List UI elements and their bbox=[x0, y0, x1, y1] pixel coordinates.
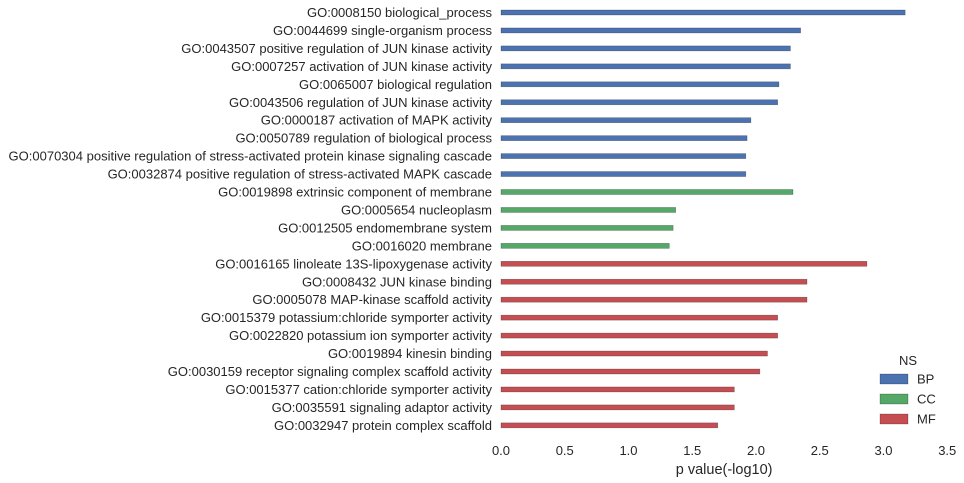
bar-cc bbox=[500, 243, 670, 249]
category-label: GO:0015377 cation:chloride symporter act… bbox=[225, 382, 492, 397]
category-label: GO:0000187 activation of MAPK activity bbox=[261, 113, 493, 128]
bar-bp bbox=[500, 135, 748, 141]
category-label: GO:0030159 receptor signaling complex sc… bbox=[168, 364, 493, 379]
x-tick-label: 3.0 bbox=[874, 443, 892, 458]
bar-mf bbox=[500, 350, 768, 357]
category-labels: GO:0008150 biological_process GO:0044699 … bbox=[9, 5, 493, 433]
category-label: GO:0019894 kinesin binding bbox=[328, 346, 492, 361]
bar-cc bbox=[500, 207, 676, 213]
category-label: GO:0032874 positive regulation of stress… bbox=[108, 167, 492, 182]
category-label: GO:0015379 potassium:chloride symporter … bbox=[201, 310, 493, 325]
legend: NS BP CC MF bbox=[879, 353, 936, 427]
category-label: GO:0050789 regulation of biological proc… bbox=[235, 131, 492, 146]
category-label: GO:0016165 linoleate 13S-lipoxygenase ac… bbox=[215, 256, 492, 271]
category-label: GO:0005078 MAP-kinase scaffold activity bbox=[252, 292, 492, 307]
legend-title: NS bbox=[899, 353, 917, 368]
x-tick-label: 2.0 bbox=[747, 443, 765, 458]
category-label: GO:0019898 extrinsic component of membra… bbox=[218, 185, 492, 200]
bars-layer bbox=[500, 9, 906, 429]
bar-cc bbox=[500, 225, 674, 231]
legend-entry-label: BP bbox=[917, 372, 934, 387]
legend-entry-label: CC bbox=[917, 392, 936, 407]
category-label: GO:0008432 JUN kinase binding bbox=[302, 274, 492, 289]
bar-mf bbox=[500, 422, 719, 429]
bar-mf bbox=[500, 260, 868, 267]
legend-swatch-cc bbox=[879, 393, 909, 405]
bar-cc bbox=[500, 189, 794, 195]
x-tick-label: 2.5 bbox=[811, 443, 829, 458]
category-label: GO:0035591 signaling adaptor activity bbox=[272, 400, 493, 415]
x-axis: 0.0 0.5 1.0 1.5 2.0 2.5 3.0 3.5 bbox=[492, 443, 956, 458]
category-label: GO:0032947 protein complex scaffold bbox=[274, 418, 492, 433]
category-label: GO:0005654 nucleoplasm bbox=[341, 202, 492, 217]
bar-bp bbox=[500, 171, 747, 177]
bar-bp bbox=[500, 99, 778, 106]
category-label: GO:0043506 regulation of JUN kinase acti… bbox=[229, 95, 493, 110]
x-tick-label: 1.0 bbox=[619, 443, 637, 458]
bar-bp bbox=[500, 9, 906, 16]
bar-mf bbox=[500, 314, 778, 321]
bar-mf bbox=[500, 368, 761, 375]
bar-mf bbox=[500, 296, 808, 303]
bar-bp bbox=[500, 63, 791, 70]
legend-swatch-mf bbox=[879, 413, 909, 425]
category-label: GO:0044699 single-organism process bbox=[273, 23, 492, 38]
bar-mf bbox=[500, 332, 778, 339]
category-label: GO:0016020 membrane bbox=[352, 238, 492, 253]
bar-mf bbox=[500, 278, 808, 285]
x-tick-label: 3.5 bbox=[938, 443, 956, 458]
x-tick-label: 0.5 bbox=[556, 443, 574, 458]
bar-bp bbox=[500, 27, 801, 34]
legend-entry-label: MF bbox=[917, 412, 936, 427]
bar-mf bbox=[500, 386, 735, 393]
x-tick-label: 1.5 bbox=[683, 443, 701, 458]
category-label: GO:0008150 biological_process bbox=[307, 5, 493, 20]
x-axis-label: p value(-log10) bbox=[676, 462, 773, 478]
category-label: GO:0043507 positive regulation of JUN ki… bbox=[181, 41, 492, 56]
legend-swatch-bp bbox=[879, 373, 909, 385]
bar-bp bbox=[500, 81, 780, 88]
category-label: GO:0065007 biological regulation bbox=[299, 77, 492, 92]
category-label: GO:0012505 endomembrane system bbox=[278, 220, 492, 235]
category-label: GO:0007257 activation of JUN kinase acti… bbox=[231, 59, 492, 74]
bar-bp bbox=[500, 117, 752, 123]
bar-bp bbox=[500, 45, 791, 52]
category-label: GO:0070304 positive regulation of stress… bbox=[9, 149, 492, 164]
bar-bp bbox=[500, 153, 747, 159]
bar-mf bbox=[500, 404, 735, 411]
category-label: GO:0022820 potassium ion symporter activ… bbox=[229, 328, 493, 343]
x-tick-label: 0.0 bbox=[492, 443, 510, 458]
